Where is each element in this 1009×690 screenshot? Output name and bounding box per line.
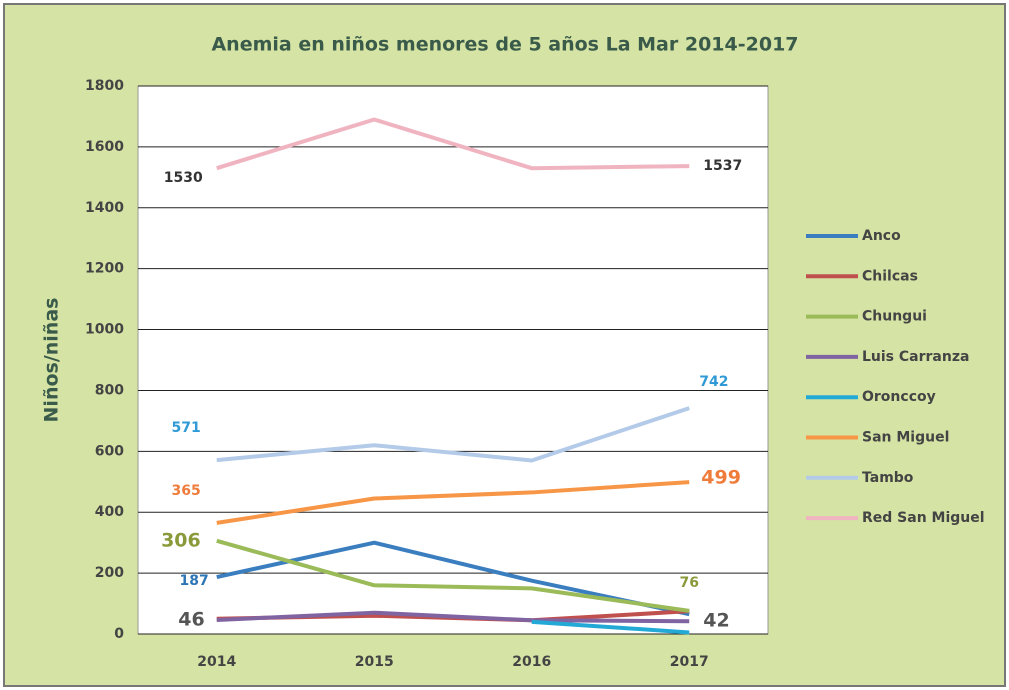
x-tick-label: 2014 [197, 654, 236, 670]
data-label: 76 [680, 575, 699, 591]
series-line [216, 406, 690, 463]
data-label: 1537 [703, 158, 742, 174]
series-line [216, 540, 690, 617]
y-tick-label: 600 [95, 443, 124, 459]
x-tick-label: 2017 [670, 654, 709, 670]
data-label: 306 [161, 529, 201, 551]
data-label: 1530 [164, 170, 203, 186]
y-tick-label: 1200 [85, 261, 124, 277]
y-axis-label: Niños/niñas [41, 298, 63, 423]
y-tick-label: 800 [95, 382, 124, 398]
chart-title: Anemia en niños menores de 5 años La Mar… [211, 34, 798, 56]
y-tick-label: 0 [114, 626, 124, 642]
series-line [216, 117, 690, 171]
series-line [216, 480, 690, 525]
y-tick-label: 1600 [85, 139, 124, 155]
data-label: 46 [178, 608, 204, 630]
x-tick-label: 2015 [355, 654, 394, 670]
y-tick-label: 1400 [85, 200, 124, 216]
y-tick-label: 1800 [85, 78, 124, 94]
y-tick-label: 200 [95, 565, 124, 581]
data-label: 365 [172, 483, 201, 499]
series-line [216, 610, 690, 624]
y-tick-label: 400 [95, 504, 124, 520]
data-label: 742 [699, 374, 728, 390]
legend-label: Luis Carranza [862, 349, 969, 365]
legend-label: Tambo [862, 470, 914, 486]
legend-label: Red San Miguel [862, 510, 985, 526]
legend-label: Chilcas [862, 268, 918, 284]
series-line [531, 619, 690, 635]
plot-area [137, 85, 769, 635]
y-tick-label: 1000 [85, 322, 124, 338]
data-label: 42 [703, 610, 729, 632]
x-tick-label: 2016 [512, 654, 551, 670]
data-label: 187 [180, 573, 209, 589]
legend-label: Chungui [862, 309, 927, 325]
legend-label: Anco [862, 228, 901, 244]
data-label: 499 [701, 467, 741, 489]
legend-label: Oronccoy [862, 389, 936, 405]
series-line [216, 538, 690, 613]
data-label: 571 [172, 420, 201, 436]
legend-label: San Miguel [862, 430, 949, 446]
